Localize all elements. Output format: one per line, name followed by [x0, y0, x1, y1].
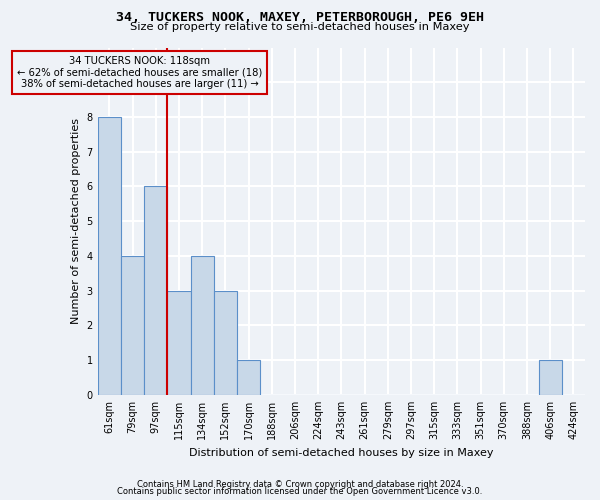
Y-axis label: Number of semi-detached properties: Number of semi-detached properties — [71, 118, 81, 324]
Bar — [539, 360, 562, 395]
Bar — [167, 290, 191, 395]
Bar — [214, 290, 237, 395]
Text: 34, TUCKERS NOOK, MAXEY, PETERBOROUGH, PE6 9EH: 34, TUCKERS NOOK, MAXEY, PETERBOROUGH, P… — [116, 11, 484, 24]
Text: 34 TUCKERS NOOK: 118sqm
← 62% of semi-detached houses are smaller (18)
38% of se: 34 TUCKERS NOOK: 118sqm ← 62% of semi-de… — [17, 56, 262, 90]
Text: Contains public sector information licensed under the Open Government Licence v3: Contains public sector information licen… — [118, 487, 482, 496]
X-axis label: Distribution of semi-detached houses by size in Maxey: Distribution of semi-detached houses by … — [189, 448, 494, 458]
Bar — [191, 256, 214, 395]
Text: Size of property relative to semi-detached houses in Maxey: Size of property relative to semi-detach… — [130, 22, 470, 32]
Bar — [237, 360, 260, 395]
Bar — [144, 186, 167, 395]
Text: Contains HM Land Registry data © Crown copyright and database right 2024.: Contains HM Land Registry data © Crown c… — [137, 480, 463, 489]
Bar — [98, 117, 121, 395]
Bar — [121, 256, 144, 395]
